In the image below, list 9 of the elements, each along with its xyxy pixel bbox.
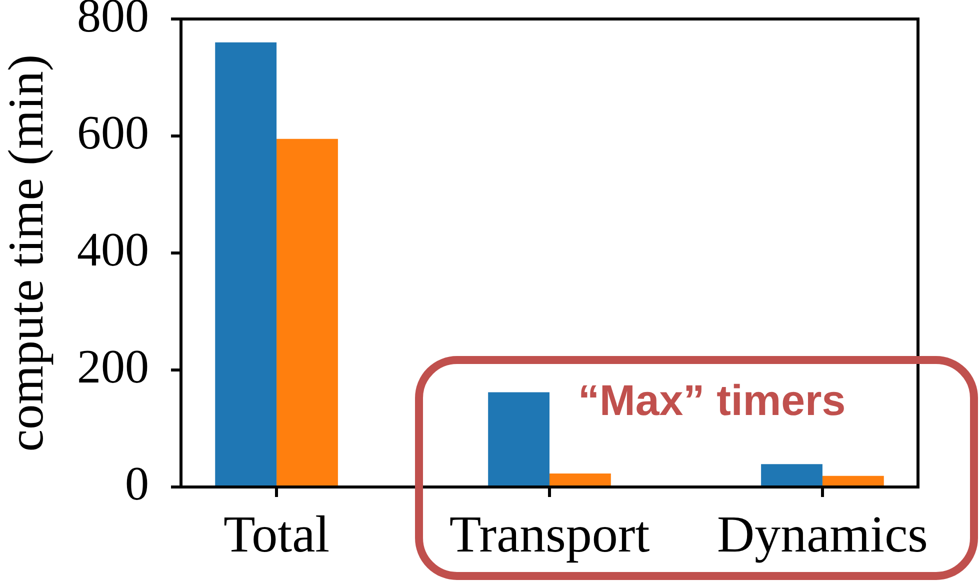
x-tick-label: Total	[223, 506, 330, 564]
y-tick-label: 400	[77, 224, 149, 277]
x-tick-label: Dynamics	[717, 506, 928, 564]
y-tick-label: 0	[125, 458, 149, 511]
y-axis-title: compute time (min)	[0, 54, 54, 452]
annotation: “Max” timers	[578, 377, 846, 425]
x-tick-label: Transport	[449, 506, 650, 564]
y-tick-label: 600	[77, 106, 149, 160]
y-tick-label: 200	[77, 340, 149, 394]
